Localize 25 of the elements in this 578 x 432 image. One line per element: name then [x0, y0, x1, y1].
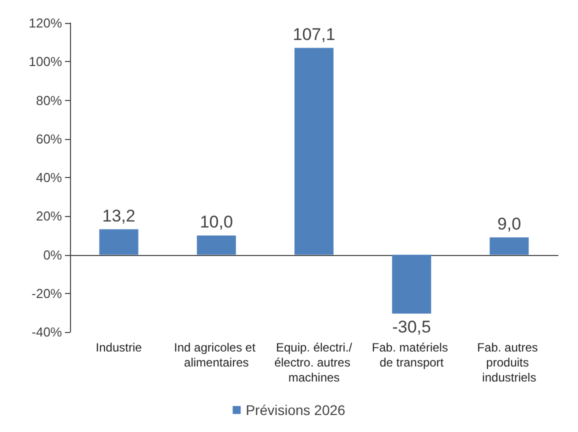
y-tick-label: 80% [36, 92, 62, 108]
bar [294, 48, 334, 255]
y-tick-label: 60% [36, 131, 62, 146]
y-tick-label: 120% [28, 16, 62, 30]
data-label: -30,5 [392, 318, 431, 337]
bar [490, 237, 529, 255]
x-tick-label: Fab. matériels de transport [372, 340, 452, 370]
y-tick-label: -20% [32, 286, 62, 301]
y-tick-label: 100% [28, 54, 62, 70]
y-tick-label: 20% [36, 208, 62, 224]
y-tick-label: 0% [43, 247, 62, 262]
bar [196, 235, 236, 255]
bar [392, 254, 432, 314]
data-label: 10,0 [200, 212, 233, 232]
legend-label: Prévisions 2026 [246, 402, 346, 418]
data-label: 107,1 [292, 24, 336, 44]
y-tick-label: -40% [32, 324, 62, 340]
data-label: 13,2 [102, 206, 136, 226]
bar [99, 229, 138, 255]
data-label: 9,0 [497, 214, 522, 234]
x-tick-label: Equip. électri./électro. autres machines [274, 340, 354, 384]
x-tick-label: Fab. autres produits industriels [477, 340, 542, 384]
y-tick-label: 40% [36, 170, 62, 185]
x-tick-label: Industrie [96, 340, 142, 354]
x-tick-label: Ind agricoles et alimentaires [174, 340, 259, 370]
